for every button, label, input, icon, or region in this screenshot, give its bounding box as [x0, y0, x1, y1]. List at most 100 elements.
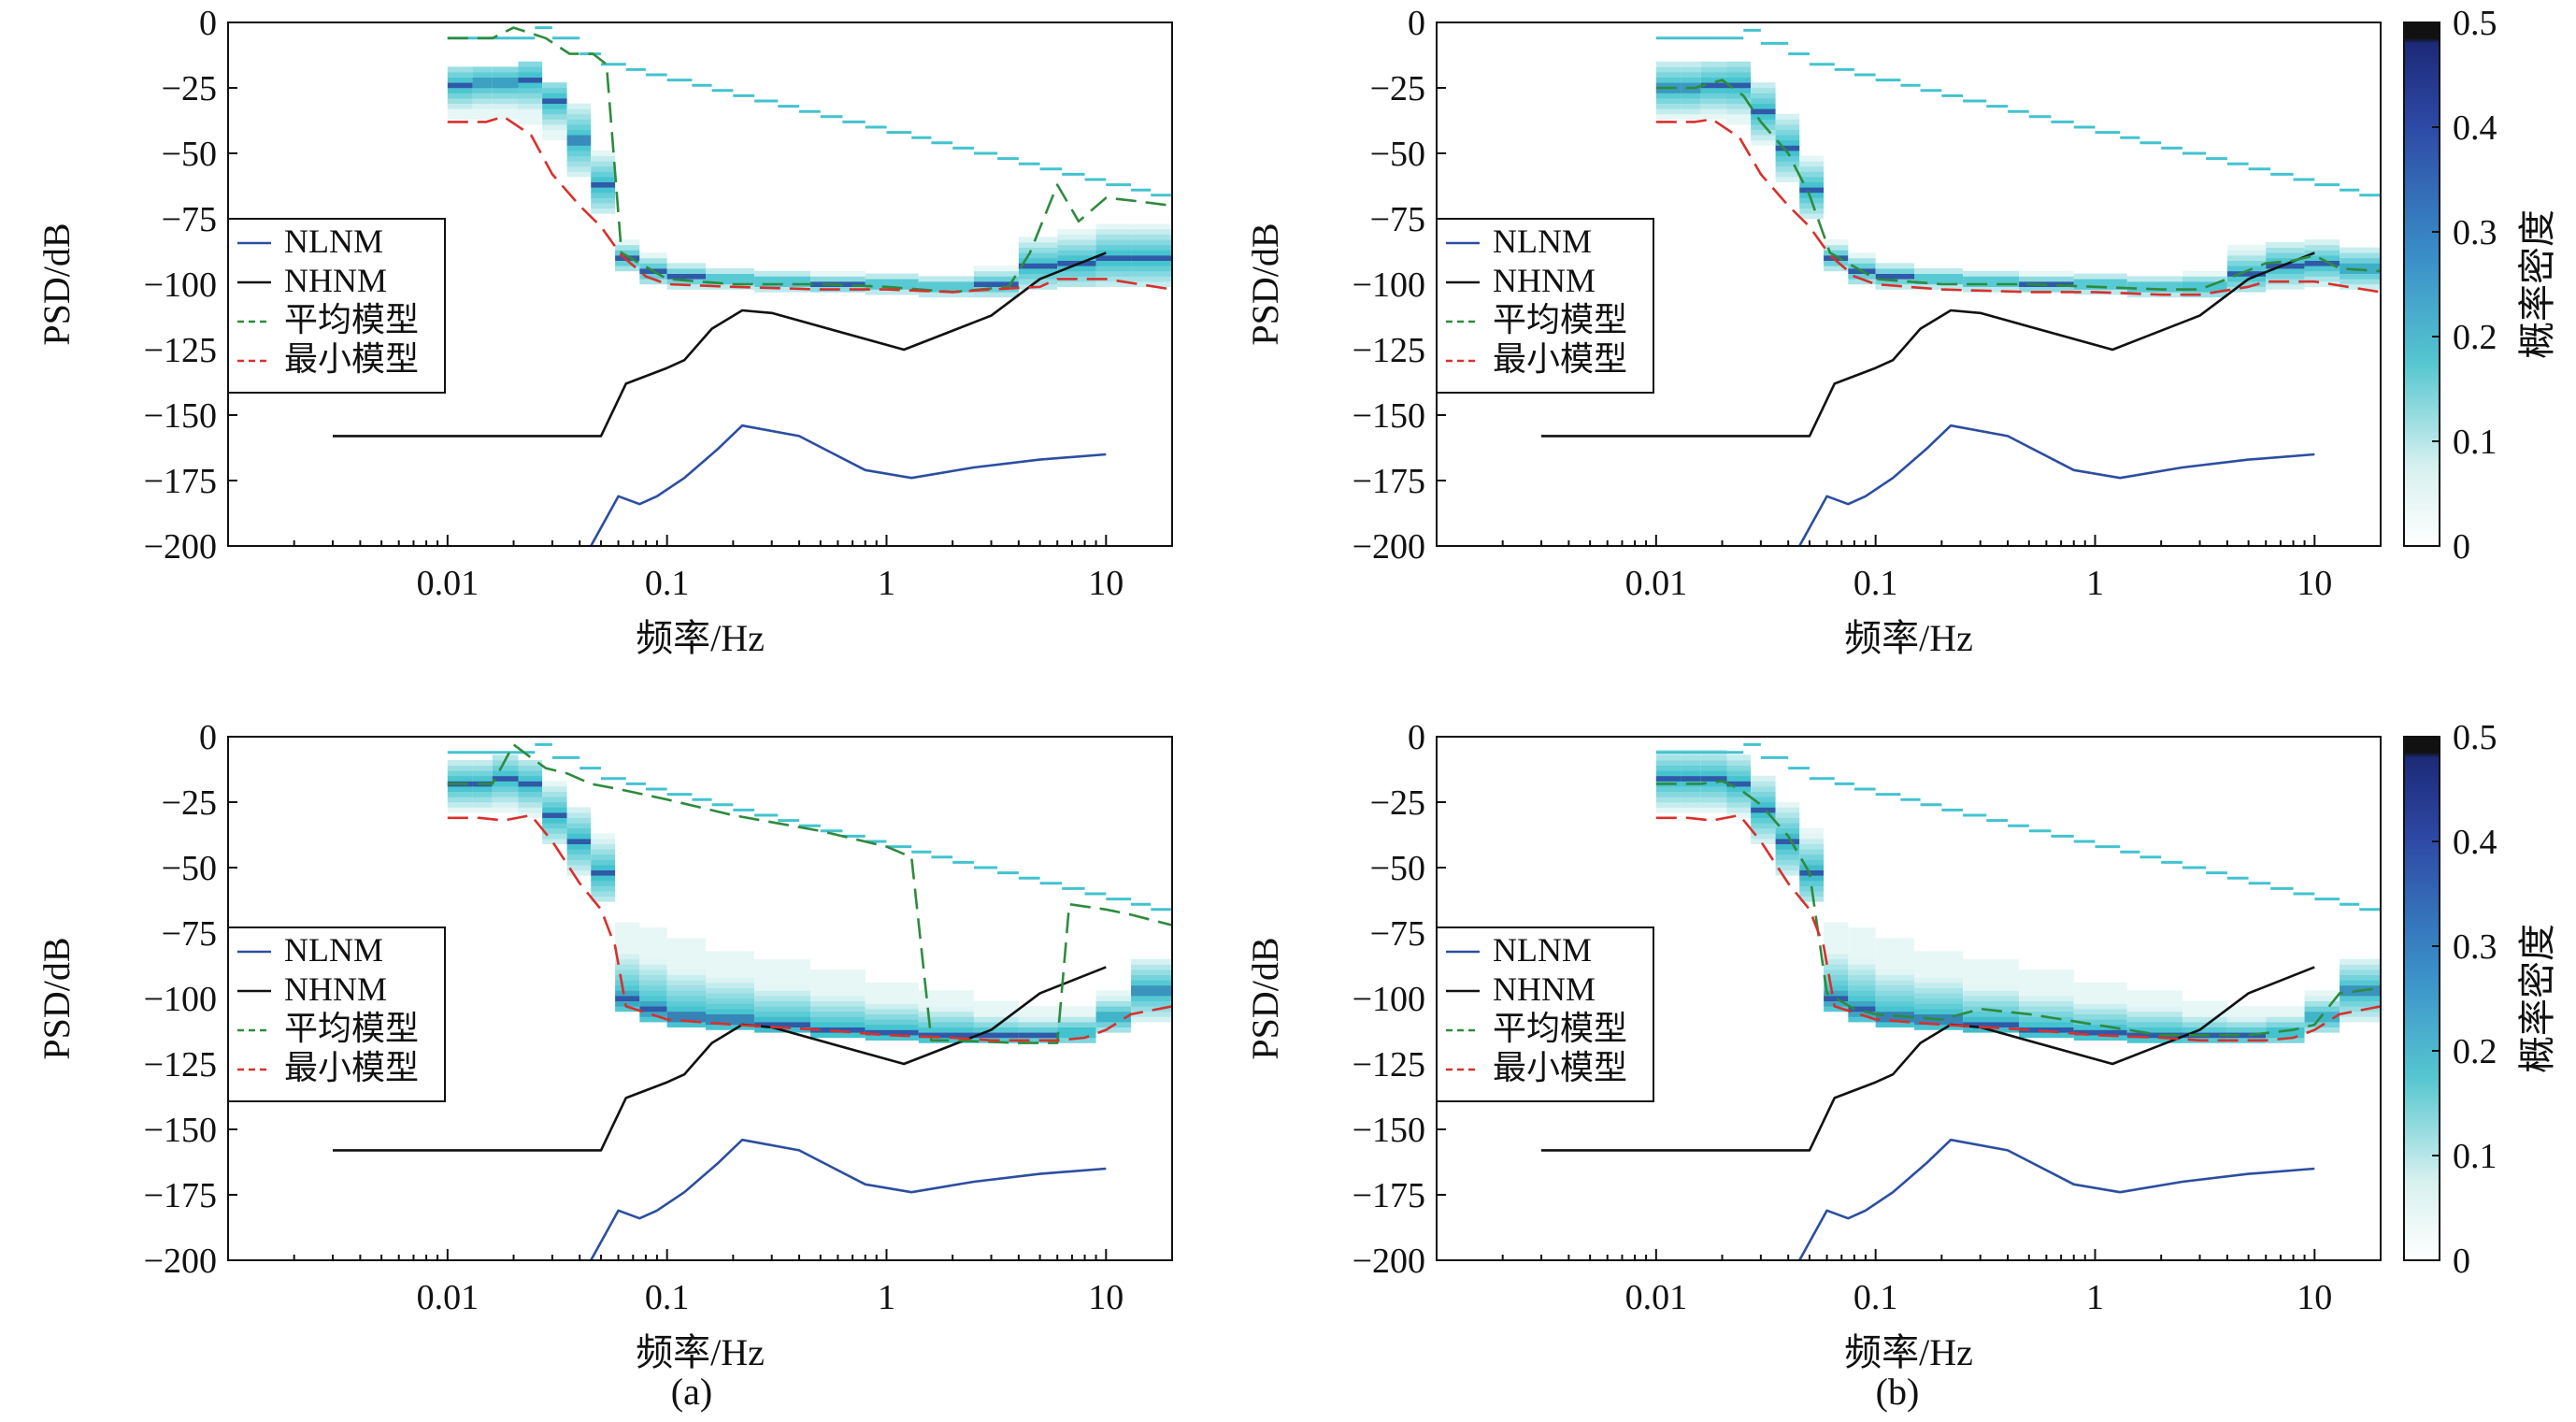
pdf-cell	[1751, 812, 1776, 818]
pdf-cell	[1057, 1011, 1096, 1017]
pdf-cell	[1655, 786, 1682, 792]
y-tick-label: −125	[1352, 1045, 1425, 1084]
pdf-cell	[666, 964, 707, 970]
pdf-cell	[492, 791, 519, 797]
pdf-cell	[2340, 984, 2381, 991]
pdf-cell	[1824, 927, 1849, 934]
pdf-cell	[1751, 786, 1776, 792]
pdf-cell	[2266, 283, 2305, 290]
pdf-cell	[1726, 113, 1752, 120]
pdf-cell	[1095, 239, 1132, 246]
pdf-cell	[1914, 1019, 1964, 1026]
legend-box	[1436, 218, 1654, 394]
pdf-cell	[1875, 984, 1915, 991]
pdf-cell	[666, 980, 707, 986]
x-tick-label: 0.1	[645, 1278, 690, 1317]
pdf-cell	[542, 135, 567, 141]
pdf-cell	[1700, 82, 1727, 89]
pdf-cell	[1131, 958, 1172, 965]
pdf-cell	[1131, 266, 1172, 272]
pdf-cell	[1726, 66, 1752, 73]
pdf-cell	[2266, 1032, 2305, 1039]
pdf-cell	[706, 956, 755, 962]
series-nhnm-line	[333, 966, 1107, 1152]
pdf-cell	[542, 98, 567, 104]
pdf-cell	[1775, 817, 1800, 824]
pdf-cell	[542, 781, 567, 787]
x-tick-label: 1	[878, 564, 895, 603]
pdf-cell	[1095, 1016, 1132, 1023]
pdf-cell	[1095, 244, 1132, 251]
pdf-cell	[754, 286, 811, 293]
pdf-cell	[615, 932, 640, 939]
pdf-cell	[1726, 765, 1752, 771]
pdf-cell	[1095, 276, 1132, 282]
pdf-cell	[1775, 859, 1800, 866]
x-tick-label: 0.1	[1853, 1278, 1898, 1317]
pdf-cell	[1875, 263, 1915, 269]
pdf-cell	[639, 279, 667, 285]
pdf-cell	[1775, 155, 1800, 162]
pdf-cell	[639, 948, 667, 955]
pdf-cell	[591, 171, 616, 178]
pdf-cell	[1751, 827, 1776, 834]
y-tick-label: −175	[144, 462, 217, 501]
pdf-cell	[591, 869, 616, 876]
pdf-cell	[472, 87, 493, 93]
pdf-cell	[2266, 273, 2305, 280]
series-nlnm-line	[590, 424, 1107, 546]
pdf-cell	[1681, 61, 1701, 67]
pdf-cell	[1914, 1003, 1964, 1010]
series-mean-model-line	[447, 743, 1172, 1044]
pdf-cell	[1018, 247, 1058, 253]
pdf-cell	[1131, 260, 1172, 266]
pdf-cell	[591, 891, 616, 897]
pdf-cell	[754, 990, 811, 997]
pdf-cell	[1848, 1016, 1876, 1023]
pdf-cell	[666, 984, 707, 991]
pdf-cell	[518, 82, 543, 89]
pdf-cell	[1681, 770, 1701, 777]
pdf-cell	[1799, 875, 1825, 882]
pdf-cell	[566, 854, 592, 860]
pdf-cell	[1751, 791, 1776, 797]
colorbar-strip	[2403, 22, 2440, 547]
pdf-cell	[2304, 996, 2340, 1001]
pdf-cell	[447, 82, 473, 89]
x-tick-label: 0.01	[1625, 564, 1688, 603]
pdf-cell	[518, 775, 543, 782]
pdf-cell	[1848, 974, 1876, 981]
pdf-cell	[1875, 990, 1915, 997]
pdf-cell	[1848, 938, 1876, 944]
pdf-cell	[1681, 113, 1701, 120]
pdf-cell	[2226, 260, 2267, 266]
y-tick-label: −125	[144, 331, 217, 370]
pdf-cell	[1095, 250, 1132, 256]
pdf-cell	[2304, 266, 2340, 272]
pdf-cell	[865, 1009, 919, 1014]
pdf-cell	[1095, 229, 1132, 235]
pdf-cell	[639, 943, 667, 949]
pdf-cell	[2019, 996, 2074, 1001]
pdf-cell	[1775, 854, 1800, 860]
pdf-cell	[447, 791, 473, 797]
pdf-cell	[591, 187, 616, 194]
pdf-cell	[2340, 1000, 2381, 1007]
pdf-cell	[1726, 93, 1752, 99]
pdf-cell	[615, 260, 640, 266]
pdf-cell	[1775, 812, 1800, 818]
pdf-cell	[1655, 760, 1682, 766]
pdf-cell	[1700, 93, 1727, 99]
pdf-cell	[2182, 1006, 2227, 1013]
pdf-cell	[615, 948, 640, 955]
pdf-cell	[542, 839, 567, 844]
colorbar: 0 0.1 0.2 0.3 0.4 0.5 概率密度	[2403, 4, 2558, 567]
pdf-cell	[2266, 252, 2305, 259]
pdf-cell	[973, 1011, 1019, 1017]
pdf-cell	[542, 791, 567, 797]
pdf-cell	[666, 1022, 707, 1027]
pdf-cell	[810, 974, 866, 981]
pdf-cell	[1799, 177, 1825, 182]
pdf-cell	[666, 970, 707, 975]
pdf-cell	[1018, 1032, 1058, 1039]
